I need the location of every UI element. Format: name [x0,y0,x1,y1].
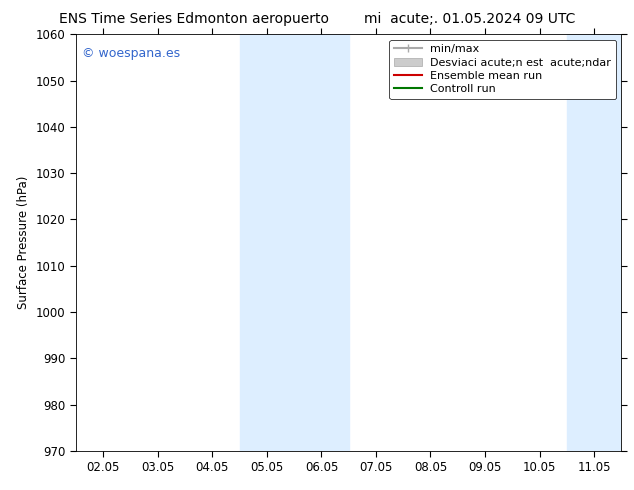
Bar [567,34,621,451]
Bar [240,34,349,451]
Y-axis label: Surface Pressure (hPa): Surface Pressure (hPa) [17,176,30,309]
Text: © woespana.es: © woespana.es [82,47,179,60]
Text: ENS Time Series Edmonton aeropuerto        mi  acute;. 01.05.2024 09 UTC: ENS Time Series Edmonton aeropuerto mi a… [59,12,575,26]
Legend: min/max, Desviaci acute;n est  acute;ndar, Ensemble mean run, Controll run: min/max, Desviaci acute;n est acute;ndar… [389,40,616,99]
